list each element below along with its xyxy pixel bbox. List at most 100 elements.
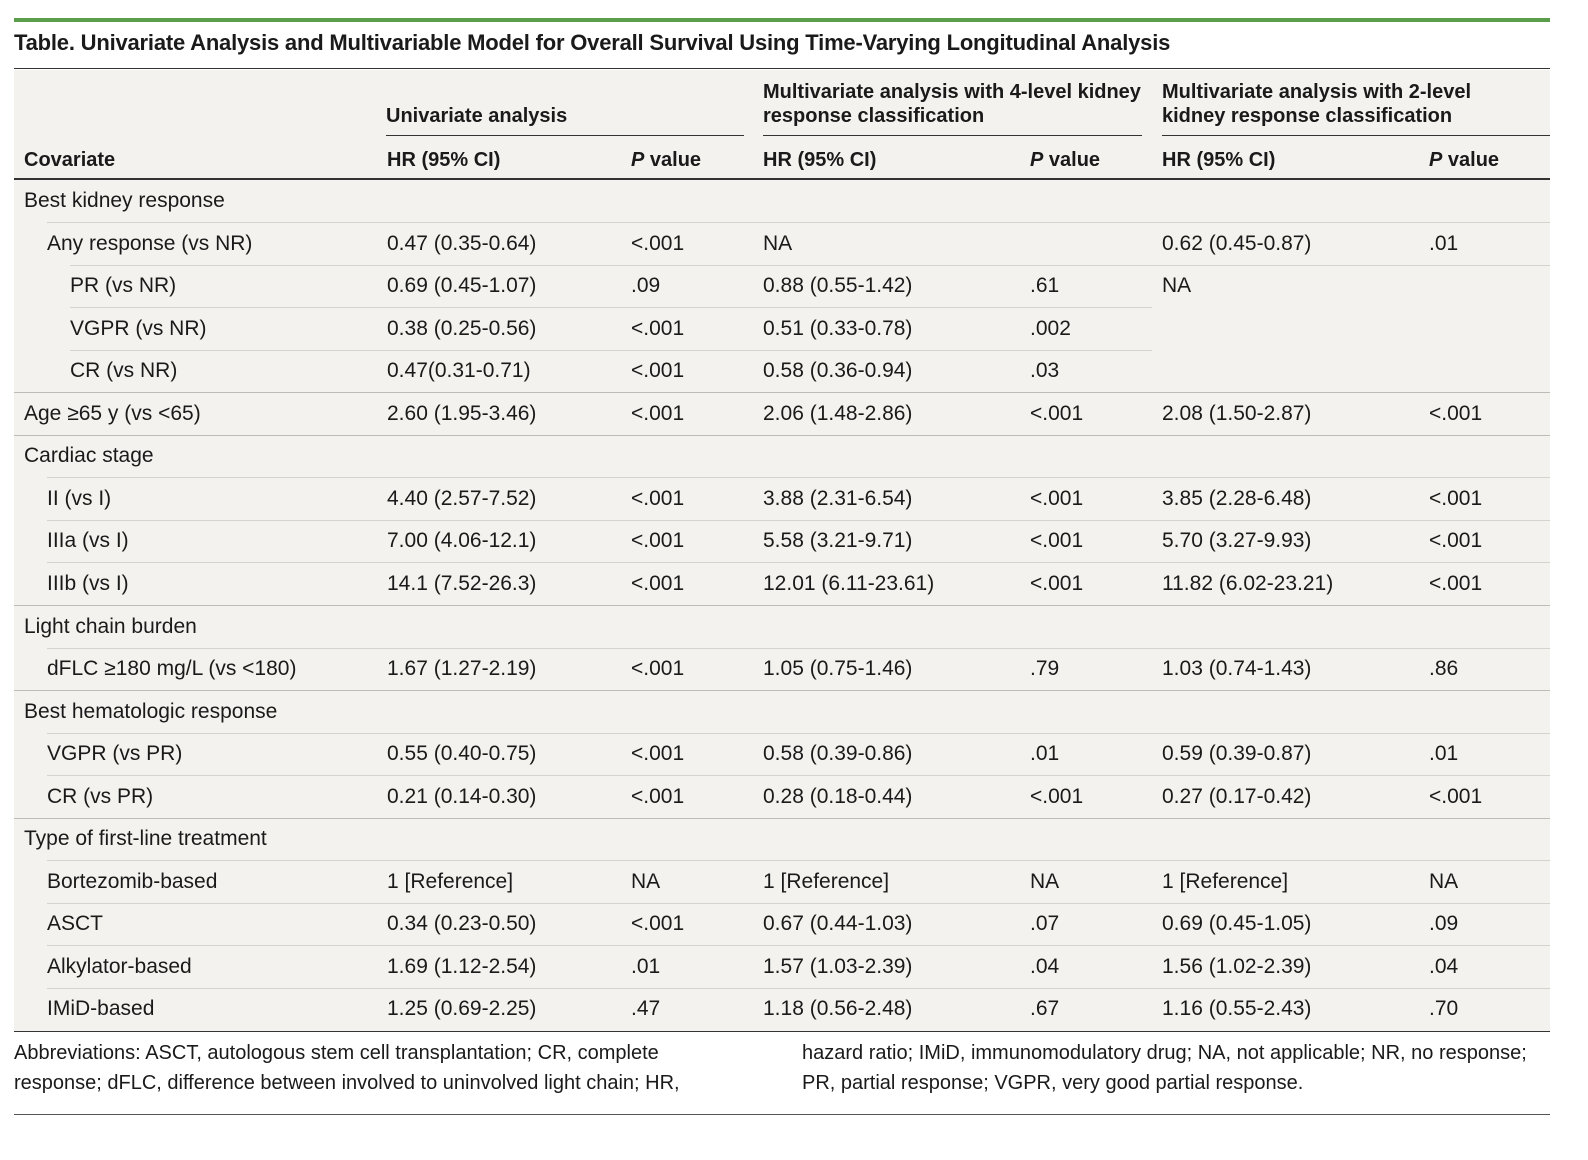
cell-hr-2level: 1.56 (1.02-2.39)	[1162, 954, 1312, 978]
table-row: Light chain burden	[14, 606, 1550, 648]
row-separator	[47, 987, 1550, 989]
cell-covariate: Bortezomib-based	[47, 869, 218, 893]
cell-hr-univariate: 4.40 (2.57-7.52)	[387, 486, 537, 510]
cell-covariate: IIIb (vs I)	[47, 571, 129, 595]
row-separator	[47, 222, 1550, 224]
table-header: Univariate analysis Multivariate analysi…	[14, 70, 1550, 180]
row-separator	[14, 392, 1550, 394]
cell-covariate: Best hematologic response	[24, 699, 278, 723]
column-header-hr-univariate: HR (95% CI)	[387, 149, 501, 171]
cell-hr-2level: 5.70 (3.27-9.93)	[1162, 529, 1312, 553]
cell-p-univariate: <.001	[631, 912, 685, 936]
column-header-p-univariate: P value	[631, 148, 701, 172]
row-separator	[47, 775, 1550, 777]
table-row: Type of first-line treatment	[14, 818, 1550, 860]
table-row: Bortezomib-based 1 [Reference] NA 1 [Refere…	[14, 861, 1550, 903]
table-row: VGPR (vs PR) 0.55 (0.40-0.75) <.001 0.58 (0…	[14, 733, 1550, 775]
cell-hr-univariate: 1.25 (0.69-2.25)	[387, 997, 537, 1021]
cell-p-4level: <.001	[1030, 486, 1084, 510]
cell-hr-univariate: 0.69 (0.45-1.07)	[387, 274, 537, 298]
cell-hr-4level: 0.67 (0.44-1.03)	[763, 912, 913, 936]
cell-hr-2level: 1.16 (0.55-2.43)	[1162, 997, 1312, 1021]
cell-p-2level: <.001	[1429, 784, 1483, 808]
cell-p-2level: <.001	[1429, 401, 1483, 425]
group-header-univariate: Univariate analysis	[386, 105, 568, 127]
cell-p-univariate: <.001	[631, 486, 685, 510]
cell-covariate: IMiD-based	[47, 997, 155, 1021]
table-row: Alkylator-based 1.69 (1.12-2.54) .01 1.57 (…	[14, 946, 1550, 988]
table-row: ASCT 0.34 (0.23-0.50) <.001 0.67 (0.44-1.03…	[14, 903, 1550, 945]
cell-p-2level: .01	[1429, 231, 1459, 255]
cell-p-2level: .09	[1429, 912, 1459, 936]
p-suffix: value	[1043, 149, 1101, 171]
cell-hr-2level: 0.62 (0.45-0.87)	[1162, 231, 1312, 255]
cell-covariate: IIIa (vs I)	[47, 529, 129, 553]
cell-covariate: CR (vs PR)	[47, 784, 154, 808]
table-row: CR (vs PR) 0.21 (0.14-0.30) <.001 0.28 (0.1…	[14, 776, 1550, 818]
p-suffix: value	[644, 149, 702, 171]
cell-covariate: ASCT	[47, 912, 104, 936]
cell-p-2level: NA	[1429, 869, 1459, 893]
cell-p-4level: <.001	[1030, 571, 1084, 595]
cell-p-univariate: <.001	[631, 359, 685, 383]
group-header-2level-line1: Multivariate analysis with 2-level	[1162, 81, 1472, 103]
cell-hr-2level: 0.27 (0.17-0.42)	[1162, 784, 1312, 808]
column-header-hr-4level: HR (95% CI)	[763, 149, 877, 171]
table-row: Best kidney response	[14, 180, 1550, 222]
cell-covariate: II (vs I)	[47, 486, 112, 510]
row-separator	[14, 434, 1550, 436]
table-row: Any response (vs NR) 0.47 (0.35-0.64) <.00…	[14, 223, 1550, 265]
row-separator	[47, 732, 1550, 734]
cell-p-4level: .07	[1030, 912, 1060, 936]
table-row: IIIb (vs I) 14.1 (7.52-26.3) <.001 12.01 (6…	[14, 563, 1550, 605]
cell-p-2level: <.001	[1429, 571, 1483, 595]
cell-hr-univariate: 0.55 (0.40-0.75)	[387, 742, 537, 766]
table-row: CR (vs NR) 0.47(0.31-0.71) <.001 0.58 (0.36…	[14, 350, 1550, 392]
cell-p-4level: NA	[1030, 869, 1060, 893]
cell-p-2level: .70	[1429, 997, 1459, 1021]
table-bottom-rule	[14, 1031, 1550, 1032]
cell-hr-univariate: 1.67 (1.27-2.19)	[387, 657, 537, 681]
footnote-left: Abbreviations: ASCT, autologous stem cel…	[14, 1042, 680, 1094]
table-row: IMiD-based 1.25 (0.69-2.25) .47 1.18 (0.56-…	[14, 988, 1550, 1030]
table-row: Age ≥65 y (vs <65) 2.60 (1.95-3.46) <.001 2…	[14, 393, 1550, 435]
cell-hr-4level: 5.58 (3.21-9.71)	[763, 529, 913, 553]
cell-covariate: VGPR (vs NR)	[70, 316, 207, 340]
row-separator	[70, 264, 1550, 266]
cell-p-4level: .03	[1030, 359, 1060, 383]
group-header-2level: Multivariate analysis with 2-level kidne…	[1162, 80, 1471, 128]
cell-p-4level: <.001	[1030, 401, 1084, 425]
cell-hr-2level: 0.59 (0.39-0.87)	[1162, 742, 1312, 766]
table-row: Cardiac stage	[14, 435, 1550, 477]
cell-p-4level: .01	[1030, 742, 1060, 766]
cell-p-2level: <.001	[1429, 486, 1483, 510]
cell-p-4level: .002	[1030, 316, 1071, 340]
cell-covariate: Age ≥65 y (vs <65)	[24, 401, 201, 425]
cell-p-univariate: <.001	[631, 784, 685, 808]
table-row: II (vs I) 4.40 (2.57-7.52) <.001 3.88 (2.31…	[14, 478, 1550, 520]
cell-p-univariate: <.001	[631, 401, 685, 425]
footnote-right: hazard ratio; IMiD, immunomodulatory dru…	[802, 1042, 1527, 1094]
cell-covariate: Cardiac stage	[24, 444, 154, 468]
cell-hr-4level: 12.01 (6.11-23.61)	[763, 571, 935, 595]
cell-hr-4level: 0.88 (0.55-1.42)	[763, 274, 913, 298]
row-separator	[47, 945, 1550, 947]
cell-p-univariate: <.001	[631, 571, 685, 595]
cell-hr-univariate: 7.00 (4.06-12.1)	[387, 529, 537, 553]
table-title: Table. Univariate Analysis and Multivari…	[14, 30, 1171, 55]
results-table: Univariate analysis Multivariate analysi…	[14, 70, 1550, 1031]
cell-covariate: CR (vs NR)	[70, 359, 178, 383]
group-header-4level-line2: response classification	[763, 105, 985, 127]
group-rule-univariate	[386, 135, 744, 136]
column-header-covariate: Covariate	[24, 149, 116, 171]
row-separator	[14, 690, 1550, 692]
row-separator	[47, 647, 1550, 649]
column-header-hr-2level: HR (95% CI)	[1162, 149, 1276, 171]
group-header-2level-line2: kidney response classification	[1162, 105, 1453, 127]
footnote-end-rule	[14, 1114, 1550, 1115]
row-separator	[47, 477, 1550, 479]
cell-p-2level: .86	[1429, 657, 1459, 681]
cell-hr-2level: 11.82 (6.02-23.21)	[1162, 571, 1334, 595]
cell-covariate: Alkylator-based	[47, 954, 192, 978]
cell-p-univariate: <.001	[631, 316, 685, 340]
